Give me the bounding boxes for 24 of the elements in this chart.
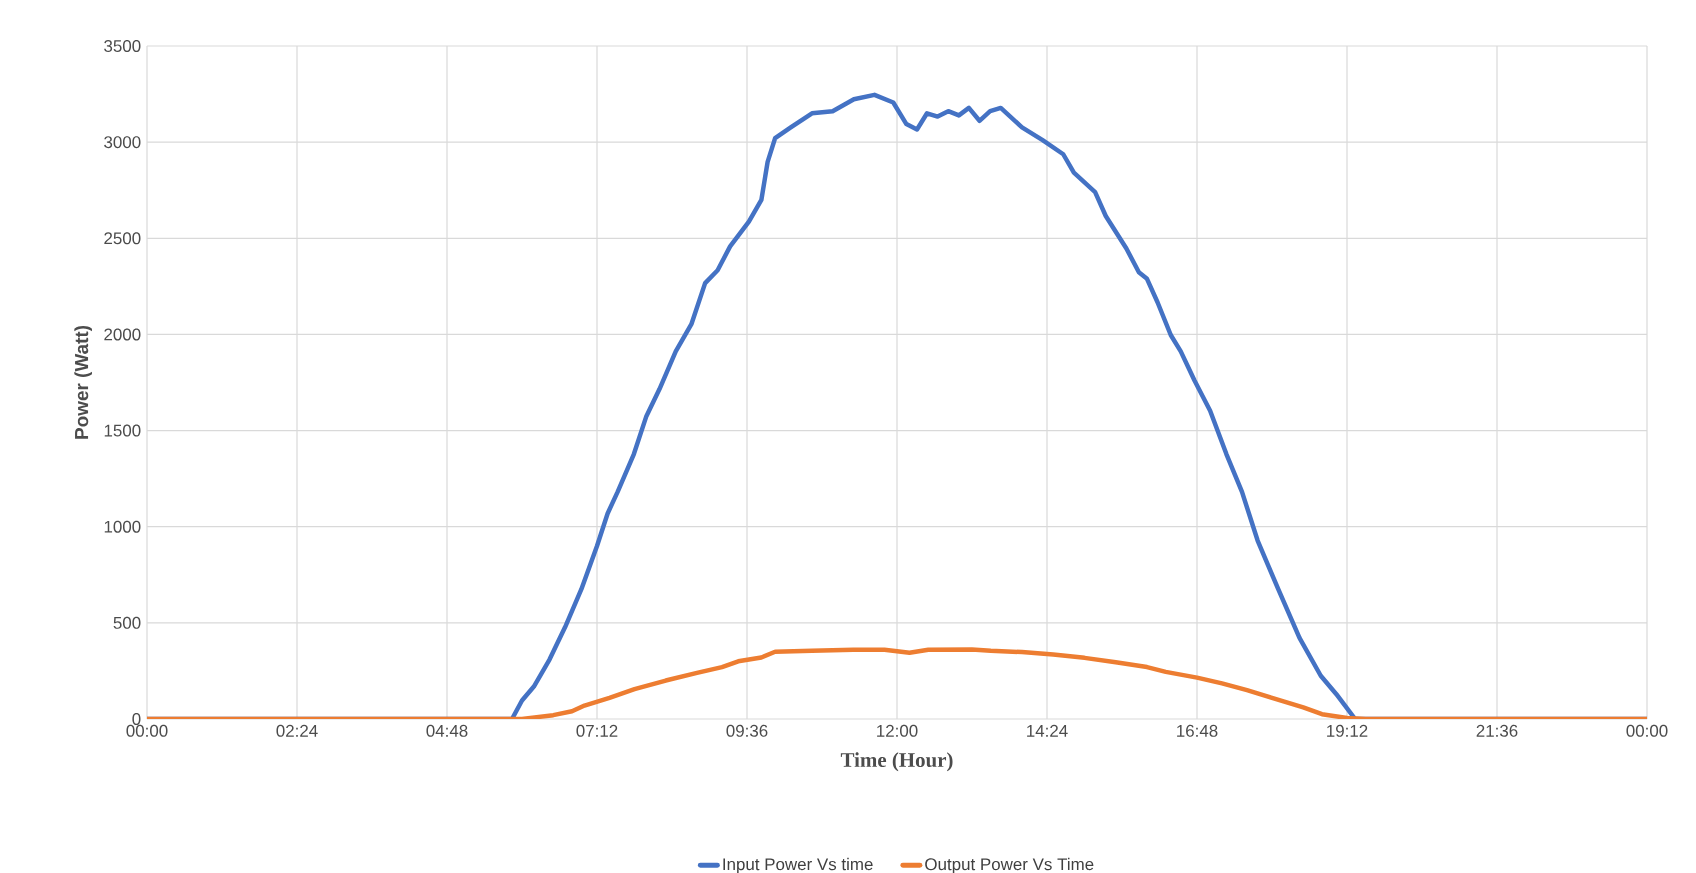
y-tick-label: 1500 <box>104 424 141 437</box>
x-tick-label: 09:36 <box>726 724 768 737</box>
y-axis-title: Power (Watt) <box>74 325 92 439</box>
x-tick-label: 16:48 <box>1177 724 1218 737</box>
x-tick-label: 14:24 <box>1027 724 1068 737</box>
y-tick-label: 2000 <box>104 328 141 341</box>
y-tick-label: 500 <box>113 616 141 629</box>
x-tick-label: 02:24 <box>276 724 318 737</box>
x-tick-label: 00:00 <box>126 724 168 737</box>
y-tick-label: 1000 <box>104 520 141 533</box>
x-tick-label: 12:00 <box>877 724 918 737</box>
y-tick-label: 0 <box>132 713 141 725</box>
x-tick-label: 19:12 <box>1327 724 1368 737</box>
x-tick-label: 07:12 <box>576 724 618 737</box>
y-tick-label: 3000 <box>104 136 141 149</box>
y-tick-label: 3500 <box>104 40 141 52</box>
x-axis-title: Time (Hour) <box>840 752 953 772</box>
line-series <box>147 647 1647 719</box>
legend-label: Output Power Vs Time <box>925 857 1094 873</box>
legend-label: Input Power Vs time <box>723 857 873 873</box>
x-tick-label: 04:48 <box>426 724 468 737</box>
y-tick-label: 2500 <box>104 232 141 245</box>
x-tick-label: 21:36 <box>1476 724 1518 737</box>
x-tick-label: 00:00 <box>1626 724 1668 737</box>
